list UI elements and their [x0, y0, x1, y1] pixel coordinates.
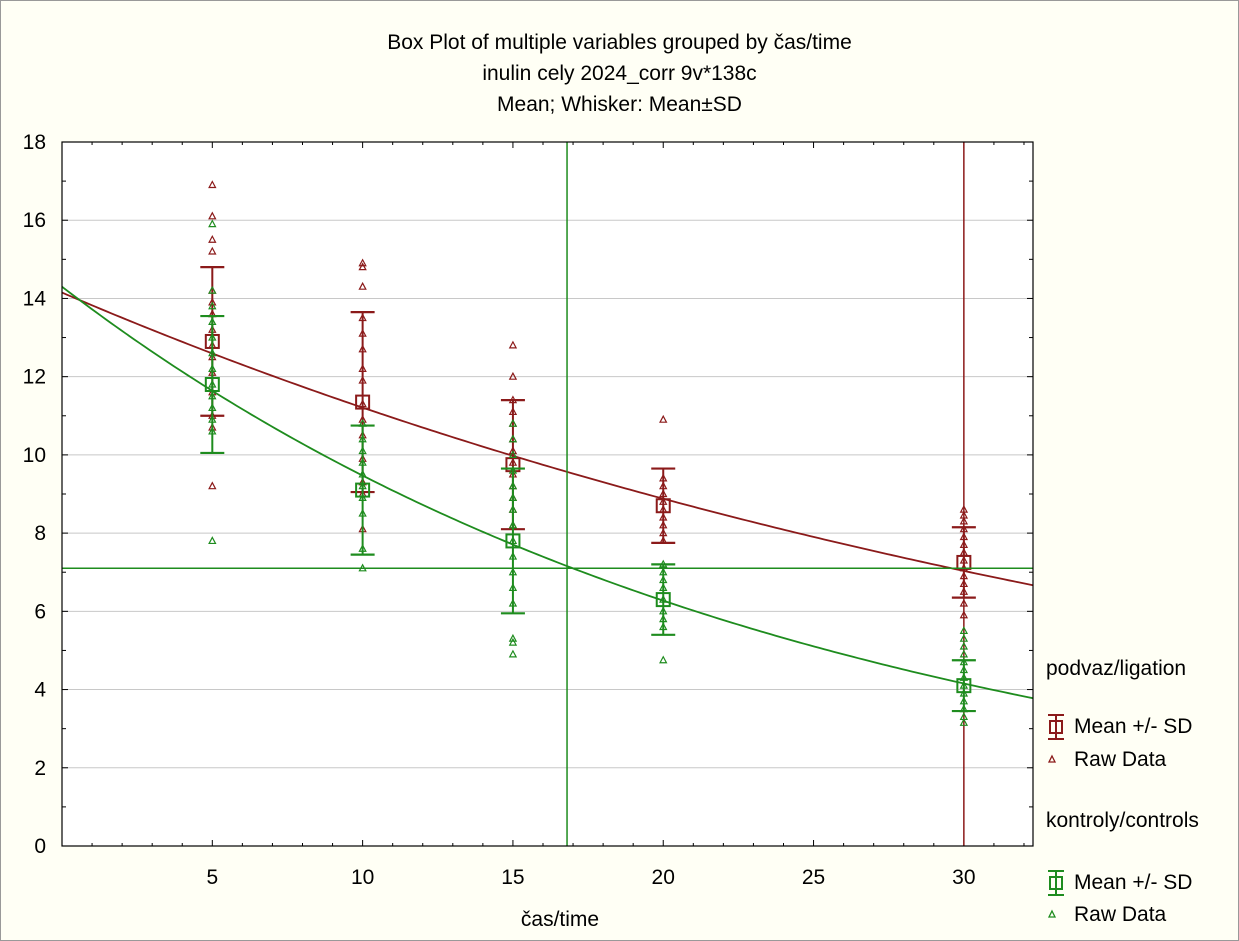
raw-point-ligation — [508, 340, 518, 349]
y-tick-label: 4 — [34, 679, 46, 702]
raw-point-controls — [659, 655, 668, 664]
raw-point-ligation — [959, 598, 969, 607]
mean-box-controls — [956, 678, 972, 694]
y-tick-label: 12 — [23, 366, 46, 389]
raw-point-controls — [508, 637, 518, 646]
x-tick-label: 20 — [652, 866, 675, 889]
raw-point-ligation — [358, 262, 367, 271]
y-tick-label: 10 — [23, 444, 46, 467]
mean-box-controls — [204, 376, 220, 392]
triangle-marker-icon — [1047, 754, 1057, 763]
raw-point-ligation — [959, 516, 969, 525]
box-whisker-icon — [1048, 870, 1064, 896]
raw-point-ligation — [959, 610, 969, 619]
x-tick-label: 5 — [206, 866, 218, 889]
raw-point-ligation — [208, 246, 217, 255]
raw-point-controls — [208, 536, 217, 545]
legend-mean-label: Mean +/- SD — [1074, 871, 1193, 894]
x-tick-label: 10 — [351, 866, 374, 889]
raw-point-controls — [508, 633, 518, 642]
plot-area — [62, 142, 1033, 846]
mean-box-controls — [355, 482, 371, 498]
mean-box-ligation — [355, 394, 371, 410]
raw-point-controls — [959, 641, 969, 650]
raw-point-controls — [358, 563, 367, 572]
x-tick-label: 25 — [802, 866, 825, 889]
plot-layer — [62, 142, 1033, 846]
raw-point-controls — [959, 626, 969, 634]
x-tick-label: 15 — [501, 866, 524, 889]
raw-point-controls — [508, 649, 518, 658]
legend-raw-label: Raw Data — [1074, 903, 1167, 926]
mean-box-controls — [655, 592, 671, 608]
y-tick-label: 16 — [23, 209, 46, 232]
legend-mean-label: Mean +/- SD — [1074, 715, 1193, 738]
raw-point-controls — [508, 418, 518, 427]
box-whisker-icon — [1048, 714, 1064, 740]
x-axis-label: čas/time — [520, 908, 600, 931]
legend-raw-label: Raw Data — [1074, 748, 1167, 771]
plot-frame — [61, 141, 1034, 847]
chart-title: Box Plot of multiple variables grouped b… — [387, 31, 852, 54]
raw-point-ligation — [208, 211, 217, 220]
raw-point-controls — [959, 633, 969, 642]
raw-point-ligation — [358, 258, 367, 267]
raw-point-controls — [208, 285, 217, 294]
y-tick-label: 18 — [23, 131, 46, 154]
y-tick-label: 8 — [34, 522, 46, 545]
mean-box-controls — [505, 533, 521, 549]
raw-point-ligation — [208, 235, 217, 243]
raw-point-controls — [508, 450, 518, 458]
raw-point-controls — [208, 301, 217, 310]
raw-point-ligation — [208, 481, 217, 490]
x-tick-label: 30 — [952, 866, 975, 889]
chart-subtitle-1: inulin cely 2024_corr 9v*138c — [482, 62, 757, 85]
raw-point-controls — [208, 219, 217, 228]
raw-point-ligation — [358, 281, 367, 290]
raw-point-controls — [959, 649, 969, 658]
chart-subtitle-2: Mean; Whisker: Mean±SD — [497, 93, 742, 116]
legend-ligation-title: podvaz/ligation — [1046, 657, 1187, 680]
y-tick-label: 14 — [23, 287, 47, 310]
raw-point-controls — [959, 718, 969, 726]
raw-point-ligation — [208, 180, 217, 189]
raw-point-controls — [508, 434, 518, 443]
raw-point-ligation — [508, 371, 518, 380]
y-tick-label: 0 — [34, 835, 46, 858]
y-tick-label: 6 — [34, 600, 46, 623]
triangle-marker-icon — [1047, 909, 1057, 918]
fit-curve-ligation — [62, 291, 1033, 587]
legend-controls-title: kontroly/controls — [1046, 809, 1199, 832]
fit-curve-controls — [62, 285, 1033, 700]
mean-box-ligation — [655, 498, 671, 514]
raw-point-ligation — [659, 414, 668, 423]
y-tick-label: 2 — [34, 757, 46, 780]
